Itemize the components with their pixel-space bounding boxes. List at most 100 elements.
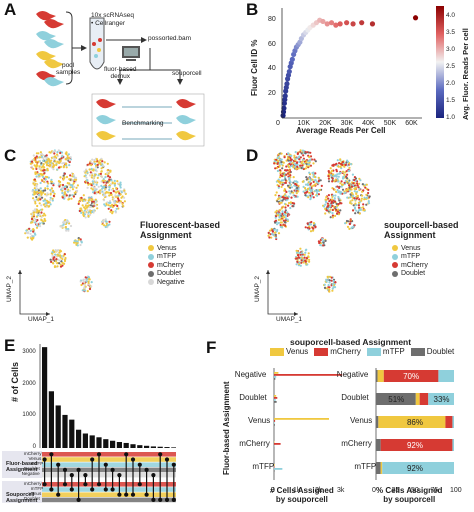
umap-cell [348,189,351,192]
umap-cell [323,205,326,208]
umap-cell [367,202,371,205]
umap-cell [108,180,111,183]
umap-cell [33,232,36,235]
matrix-dot [83,482,88,487]
umap-cell [49,160,52,164]
f-right-xtick: 100 [450,487,462,494]
legend-swatch [392,262,398,269]
umap-cell [32,154,35,157]
umap-cell [57,180,61,183]
umap-cell [351,199,354,202]
upset-bar [103,439,109,448]
umap-cell [339,158,342,161]
b-xtick: 40K [362,120,375,127]
e-row-label: mTFP [30,460,44,466]
umap-cell [285,165,288,168]
umap-cell [84,207,87,210]
umap-cell [356,184,359,187]
umap-cell [36,204,39,208]
umap-cell [64,152,68,155]
umap-cell [76,184,79,187]
matrix-dot [144,467,149,472]
umap-cell [278,209,282,212]
umap-cell [292,181,295,184]
legend-label: Doublet [157,270,182,278]
umap-cell [278,162,281,165]
b-xtick: 50K [383,120,397,127]
umap-cell [42,154,45,157]
umap-cell [360,199,363,202]
umap-cell [331,164,334,167]
umap-cell [324,212,327,215]
umap-cell [312,184,315,187]
umap-cell [346,164,349,167]
umap-cell [116,180,119,183]
a-cellranger-label: • Cellranger [91,20,126,27]
umap-cell [331,216,334,219]
scatter-point [344,20,350,26]
umap-cell [298,158,301,161]
umap-cell [321,237,324,241]
umap-cell [277,214,280,217]
umap-cell [36,214,39,217]
umap-cell [322,241,325,244]
umap-cell [40,178,43,181]
umap-cell [53,155,56,158]
umap-cell [310,158,313,161]
umap-cell [58,251,61,254]
umap-cell [59,225,62,228]
umap-cell [79,243,82,247]
matrix-dot [83,473,88,478]
umap-cell [278,181,281,184]
umap-cell [308,171,311,174]
umap-cell [101,187,104,190]
umap-cell [271,232,274,235]
umap-cell [317,176,320,179]
umap-cell [43,166,46,169]
umap-cell [81,282,84,285]
umap-cell [304,167,308,170]
f-left-bar [274,378,276,380]
upset-bar [62,414,68,448]
umap-cell [333,200,337,203]
umap-cell [281,167,284,170]
umap-cell [308,191,311,194]
umap-cell [283,216,286,219]
umap-cell [32,214,36,217]
umap-cell [77,237,80,240]
f-right-segment [382,462,454,474]
panel-c-label: C [4,146,17,165]
d-axis-x: UMAP_1 [276,316,303,323]
umap-cell [284,196,287,199]
umap-cell [52,257,55,260]
umap-cell [312,180,315,183]
umap-cell [39,190,42,193]
umap-cell [278,176,282,179]
umap-cell [295,163,298,166]
umap-cell [114,211,117,214]
umap-cell [314,160,317,163]
umap-cell [337,203,340,206]
umap-cell [100,170,103,173]
umap-cell [96,166,99,169]
umap-cell [278,164,281,167]
umap-cell [297,167,300,170]
umap-cell [356,194,359,197]
umap-cell [280,214,283,217]
umap-cell [94,204,97,207]
umap-cell [117,199,120,202]
umap-cell [341,177,345,180]
umap-cell [273,228,276,231]
umap-cell [308,258,311,261]
umap-cell [308,165,311,168]
umap-cell [87,215,90,218]
umap-cell [79,198,82,201]
umap-cell [311,171,314,175]
umap-cell [44,193,47,196]
umap-cell [327,177,330,180]
f-right-segment [452,439,454,451]
umap-cell [312,196,315,199]
umap-cell [36,190,39,194]
d-legend: Venus mTFP mCherry Doublet [392,244,428,278]
umap-cell [61,183,65,187]
